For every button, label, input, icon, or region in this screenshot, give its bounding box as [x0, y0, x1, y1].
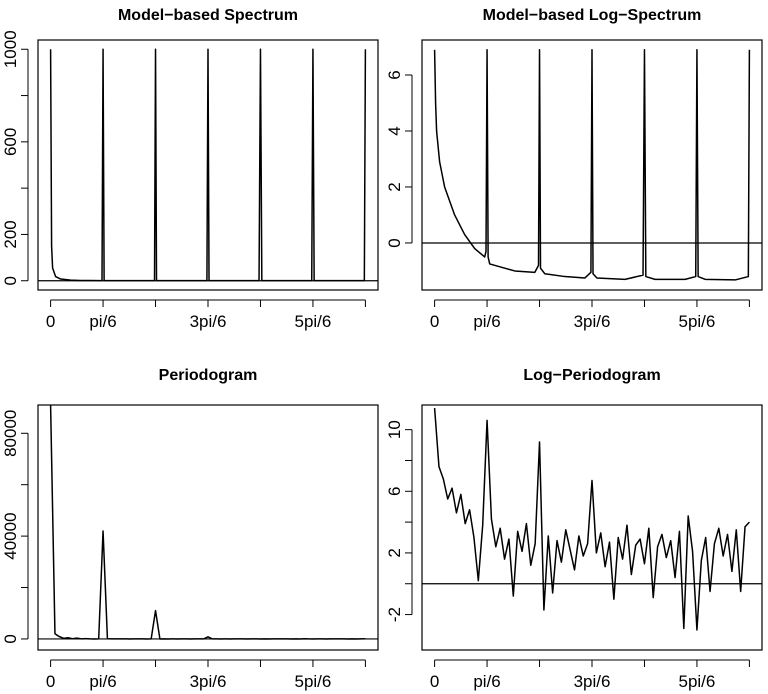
- chart-title: Periodogram: [159, 367, 258, 384]
- chart-title: Log−Periodogram: [523, 367, 660, 384]
- x-tick-label: pi/6: [89, 672, 116, 691]
- chart-title: Model−based Log−Spectrum: [483, 7, 702, 24]
- y-tick-label: 0: [385, 238, 404, 247]
- y-tick-label: 200: [1, 220, 20, 248]
- plot-frame: [421, 39, 763, 291]
- plot-frame: [37, 404, 379, 651]
- y-tick-label: -2: [385, 607, 404, 622]
- x-tick-label: 3pi/6: [190, 672, 227, 691]
- data-line: [433, 408, 750, 631]
- x-tick-label: pi/6: [473, 312, 500, 331]
- x-tick-label: 0: [430, 312, 439, 331]
- x-tick-label: pi/6: [473, 672, 500, 691]
- y-tick-label: 2: [385, 548, 404, 557]
- x-tick-label: 3pi/6: [190, 312, 227, 331]
- y-tick-label: 0: [1, 276, 20, 285]
- y-tick-label: 600: [1, 128, 20, 156]
- x-tick-label: 0: [46, 672, 55, 691]
- data-line: [49, 404, 366, 640]
- x-tick-label: 0: [430, 672, 439, 691]
- x-tick-label: 5pi/6: [294, 312, 331, 331]
- x-tick-label: 5pi/6: [294, 672, 331, 691]
- y-tick-label: 6: [385, 487, 404, 496]
- x-tick-label: 3pi/6: [574, 312, 611, 331]
- panel: Model−based Spectrum 0 pi/6 3pi/6 5pi/6 0 200 6…: [1, 7, 379, 331]
- y-tick-label: 4: [385, 126, 404, 135]
- y-tick-label: 80000: [1, 410, 20, 457]
- plot-frame: [37, 39, 379, 291]
- panel: Periodogram 0 pi/6 3pi/6 5pi/6 0 40000 80000: [1, 367, 379, 691]
- panel: Model−based Log−Spectrum 0 pi/6 3pi/6 5pi/6 0…: [385, 7, 763, 331]
- x-tick-label: 0: [46, 312, 55, 331]
- y-tick-label: 1000: [1, 30, 20, 68]
- data-line: [49, 48, 367, 282]
- x-tick-label: 5pi/6: [678, 672, 715, 691]
- y-tick-label: 0: [1, 634, 20, 643]
- y-tick-label: 40000: [1, 512, 20, 559]
- x-tick-label: 3pi/6: [574, 672, 611, 691]
- data-line: [433, 49, 751, 281]
- chart-title: Model−based Spectrum: [118, 7, 298, 24]
- plot-frame: [421, 404, 763, 651]
- x-tick-label: pi/6: [89, 312, 116, 331]
- y-tick-label: 6: [385, 70, 404, 79]
- y-tick-label: 10: [385, 420, 404, 439]
- y-tick-label: 2: [385, 182, 404, 191]
- panel: Log−Periodogram 0 pi/6 3pi/6 5pi/6 -2 2 6 10: [385, 367, 763, 691]
- x-tick-label: 5pi/6: [678, 312, 715, 331]
